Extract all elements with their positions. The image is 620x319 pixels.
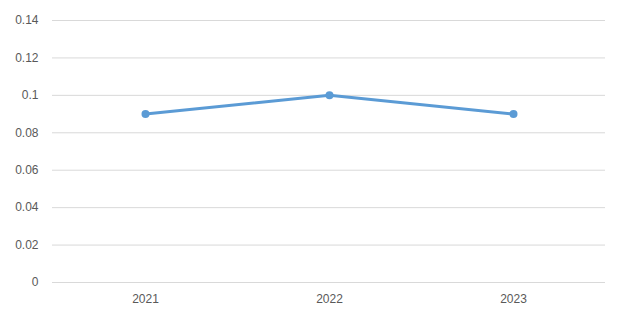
svg-text:0.12: 0.12 bbox=[15, 51, 39, 65]
svg-text:0.02: 0.02 bbox=[15, 238, 39, 252]
svg-text:0.04: 0.04 bbox=[15, 200, 39, 214]
svg-text:0.14: 0.14 bbox=[15, 13, 39, 27]
svg-text:2022: 2022 bbox=[316, 292, 343, 306]
svg-text:0: 0 bbox=[32, 275, 39, 289]
svg-text:0.08: 0.08 bbox=[15, 126, 39, 140]
svg-text:0.06: 0.06 bbox=[15, 163, 39, 177]
svg-text:0.1: 0.1 bbox=[22, 88, 39, 102]
svg-text:2023: 2023 bbox=[500, 292, 527, 306]
svg-text:2021: 2021 bbox=[132, 292, 159, 306]
